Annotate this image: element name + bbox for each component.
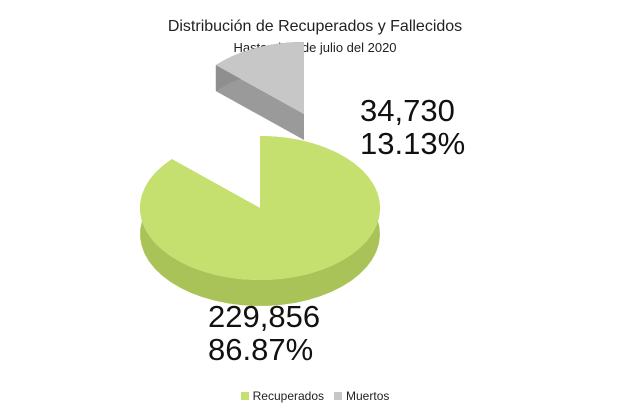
recuperados-percent-label: 86.87% (208, 332, 314, 367)
muertos-value-label: 34,730 (360, 93, 455, 128)
legend-label-muertos: Muertos (346, 389, 390, 403)
pie-slice-cut-face (215, 65, 304, 140)
legend-label-recuperados: Recuperados (252, 389, 325, 403)
legend-swatch-muertos (334, 392, 343, 400)
pie-slice-recuperados (139, 136, 380, 306)
pie-slice-top (139, 136, 380, 280)
muertos-percent-label: 13.13% (360, 126, 466, 161)
pie-slice-muertos (215, 42, 304, 140)
data-label-muertos: 34,730 13.13% (360, 94, 465, 160)
legend-swatch-recuperados (240, 392, 249, 400)
legend-item-recuperados[interactable]: Recuperados (240, 389, 325, 403)
pie-slice-top (215, 42, 304, 114)
recuperados-value-label: 229,856 (208, 299, 321, 334)
data-label-recuperados: 229,856 86.87% (208, 300, 320, 366)
chart-title: Distribución de Recuperados y Fallecidos (167, 18, 463, 35)
chart-legend: Recuperados Muertos (0, 389, 630, 403)
legend-item-muertos[interactable]: Muertos (334, 389, 389, 403)
